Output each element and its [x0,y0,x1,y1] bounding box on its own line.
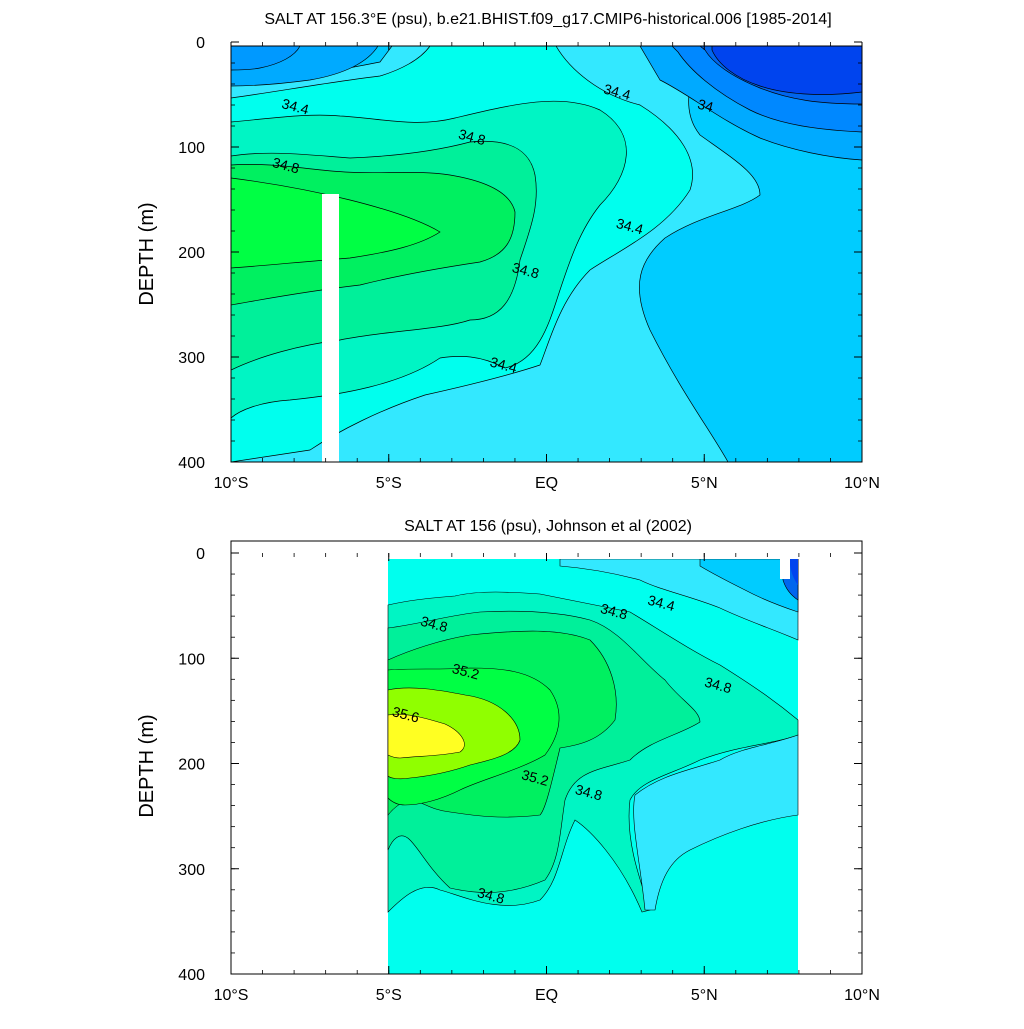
x-tick-label: 10°S [214,987,249,1004]
contour-band [231,46,301,71]
contour-label: 34.8 [419,613,450,636]
contour-label: 34.8 [457,126,488,149]
y-tick-label: 400 [178,967,205,984]
y-axis-label: DEPTH (m) [136,202,158,305]
contour-band [633,734,799,911]
contour-band [790,559,798,585]
panel-title: SALT AT 156.3°E (psu), b.e21.BHIST.f09_g… [264,11,831,28]
x-tick-label: 10°N [844,475,880,492]
contour-label: 35.6 [391,703,422,726]
y-tick-label: 100 [178,651,205,668]
contour-label: 34.4 [488,354,519,377]
contour-fill [387,559,799,974]
y-tick-label: 200 [178,245,205,262]
contour-label: 34.8 [476,884,507,907]
y-tick-label: 300 [178,862,205,879]
contour-label: 34 [696,96,715,116]
contour-label: 34.4 [646,592,677,615]
x-tick-label: 5°N [691,987,718,1004]
contour-labels: 34.4 34.8 34.8 34.8 34.4 34.4 34 34.4 [271,81,716,377]
contour-label: 35.2 [451,660,482,683]
panel-model: SALT AT 156.3°E (psu), b.e21.BHIST.f09_g… [136,11,880,492]
x-tick-label: EQ [535,987,558,1004]
contour-label: 34.4 [280,95,311,118]
y-axis-label: DEPTH (m) [136,714,158,817]
x-tick-label: 10°N [844,987,880,1004]
y-tick-label: 100 [178,140,205,157]
contour-band [699,559,799,613]
panel-title: SALT AT 156 (psu), Johnson et al (2002) [404,518,692,535]
contour-band [387,713,465,759]
y-tick-label: 200 [178,757,205,774]
axes: 10°S 5°S EQ 5°N 10°N 0 100 200 300 400 [178,546,880,1004]
contour-label: 34.8 [703,674,734,697]
contour-fill [231,46,862,462]
x-tick-label: 5°S [376,987,402,1004]
x-tick-label: 10°S [214,475,249,492]
contour-label: 34.8 [599,600,630,623]
panel-observation: SALT AT 156 (psu), Johnson et al (2002) … [136,518,880,1004]
contour-label: 35.2 [520,766,551,789]
y-tick-label: 400 [178,455,205,472]
contour-label: 34.8 [574,781,605,804]
contour-label: 34.4 [615,215,646,238]
y-tick-label: 0 [196,35,205,52]
axes: 10°S 5°S EQ 5°N 10°N 0 100 200 300 400 [178,35,880,492]
contour-band [711,46,862,95]
missing-data-column [322,194,339,462]
contour-labels: 34.8 34.8 34.4 35.2 35.6 35.2 34.8 34.8 34.8 [391,592,734,907]
contour-label: 34.4 [602,81,633,104]
contour-label: 34.8 [271,154,302,177]
missing-data-patch [780,559,790,579]
contour-label: 34.8 [510,259,541,282]
x-tick-label: EQ [535,475,558,492]
y-tick-label: 0 [196,546,205,563]
x-tick-label: 5°S [376,475,402,492]
x-tick-label: 5°N [691,475,718,492]
y-tick-label: 300 [178,350,205,367]
